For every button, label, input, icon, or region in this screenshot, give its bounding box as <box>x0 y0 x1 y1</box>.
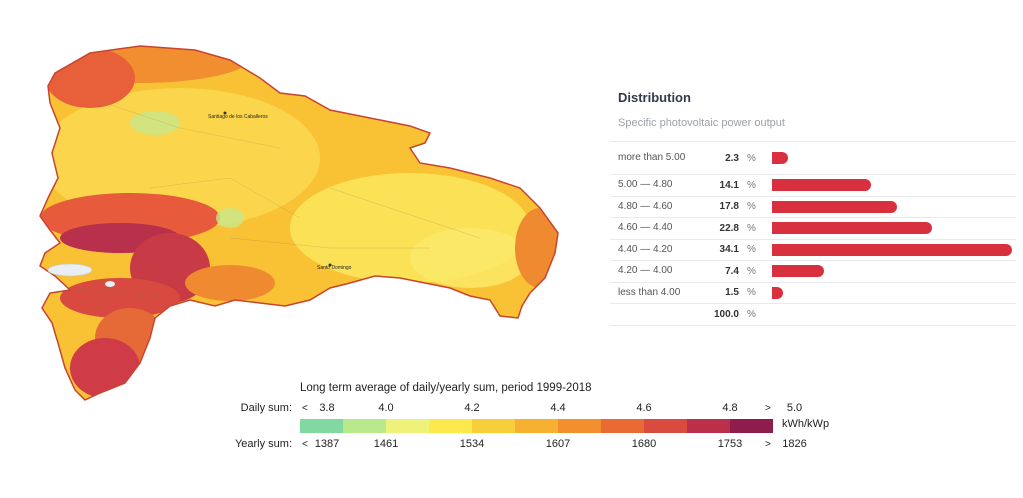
distribution-row: 4.20 — 4.00 7.4% <box>610 260 1016 282</box>
legend-yearly-value: 1461 <box>373 438 399 450</box>
distribution-row: more than 5.00 2.3% <box>610 141 1016 174</box>
distribution-percent-sign: % <box>747 265 756 277</box>
distribution-bar <box>772 200 898 213</box>
daily-sum-label: Daily sum: <box>240 402 292 414</box>
legend-right-arrow: > <box>765 403 771 414</box>
distribution-row: 4.60 — 4.40 22.8% <box>610 217 1016 239</box>
legend-right-arrow: > <box>765 439 771 450</box>
legend-color-swatch <box>472 419 515 433</box>
legend-daily-value: 4.8 <box>722 402 738 414</box>
legend-daily-value: 4.0 <box>378 402 394 414</box>
distribution-row: 4.80 — 4.60 17.8% <box>610 195 1016 218</box>
legend-daily-value: 3.8 <box>319 402 335 414</box>
legend-yearly-value: 1753 <box>717 438 743 450</box>
legend-daily-value: 4.4 <box>550 402 566 414</box>
lake-enriquillo <box>47 263 93 277</box>
distribution-percent-sign: % <box>747 244 756 256</box>
legend-daily-value: 5.0 <box>786 402 803 414</box>
legend-yearly-value: 1680 <box>631 438 657 450</box>
legend-color-swatch <box>343 419 386 433</box>
distribution-bar <box>772 286 783 299</box>
pv-output-map: Santiago de los Caballeros Santo Domingo <box>39 45 559 401</box>
distribution-table: more than 5.00 2.3% 5.00 — 4.80 14.1% 4.80 —… <box>610 141 1016 326</box>
legend-color-swatch <box>300 419 343 433</box>
legend-color-swatch <box>429 419 472 433</box>
distribution-row: less than 4.00 1.5% <box>610 281 1016 304</box>
distribution-bar <box>772 179 872 192</box>
distribution-bar <box>772 243 1012 256</box>
legend-title: Long term average of daily/yearly sum, p… <box>300 382 592 394</box>
distribution-row: 5.00 — 4.80 14.1% <box>610 174 1016 196</box>
distribution-range-label: 4.40 — 4.20 <box>618 243 673 255</box>
distribution-value: 100.0 <box>713 308 739 320</box>
distribution-value: 17.8 <box>719 201 739 213</box>
map-legend: Long term average of daily/yearly sum, p… <box>212 382 872 462</box>
legend-color-swatch <box>644 419 687 433</box>
distribution-row: 4.40 — 4.20 34.1% <box>610 238 1016 261</box>
legend-color-swatch <box>687 419 730 433</box>
distribution-range-label: more than 5.00 <box>618 152 686 163</box>
legend-yearly-value: 1826 <box>782 438 807 450</box>
distribution-percent-sign: % <box>747 179 756 191</box>
distribution-percent-sign: % <box>747 222 756 234</box>
distribution-percent-sign: % <box>747 201 756 213</box>
legend-left-arrow: < <box>302 439 308 450</box>
map-city-label: Santo Domingo <box>317 265 352 271</box>
distribution-bar <box>772 152 789 164</box>
distribution-value: 22.8 <box>719 222 739 234</box>
distribution-range-label: 4.60 — 4.40 <box>618 222 673 234</box>
legend-color-swatch <box>386 419 429 433</box>
distribution-bar <box>772 222 933 235</box>
legend-unit: kWh/kWp <box>782 418 830 430</box>
legend-daily-value: 4.2 <box>464 402 480 414</box>
distribution-value: 1.5 <box>725 287 739 299</box>
distribution-bar <box>772 265 825 278</box>
legend-daily-value: 4.6 <box>636 402 652 414</box>
distribution-range-label: 4.80 — 4.60 <box>618 200 673 212</box>
legend-yearly-value: 1534 <box>459 438 485 450</box>
distribution-subtitle: Specific photovoltaic power output <box>618 117 785 129</box>
distribution-percent-sign: % <box>747 308 756 320</box>
legend-yearly-value: 1607 <box>545 438 571 450</box>
legend-left-arrow: < <box>302 403 308 414</box>
distribution-title: Distribution <box>618 90 691 105</box>
distribution-value: 34.1 <box>719 244 739 256</box>
distribution-value: 14.1 <box>719 179 739 191</box>
distribution-panel: Distribution Specific photovoltaic power… <box>610 90 1016 326</box>
distribution-percent-sign: % <box>747 152 756 164</box>
yearly-sum-label: Yearly sum: <box>234 438 292 450</box>
legend-color-swatch <box>558 419 601 433</box>
distribution-value: 7.4 <box>725 265 739 277</box>
distribution-value: 2.3 <box>725 152 739 164</box>
distribution-percent-sign: % <box>747 287 756 299</box>
legend-color-swatch <box>730 419 773 433</box>
distribution-row: 100.0% <box>610 303 1016 326</box>
distribution-range-label: less than 4.00 <box>618 286 681 298</box>
distribution-range-label: 5.00 — 4.80 <box>618 179 673 191</box>
legend-yearly-value: 1387 <box>314 438 340 450</box>
legend-color-swatch <box>601 419 644 433</box>
distribution-range-label: 4.20 — 4.00 <box>618 265 673 277</box>
legend-color-swatch <box>515 419 558 433</box>
map-city-label: Santiago de los Caballeros <box>208 114 268 120</box>
